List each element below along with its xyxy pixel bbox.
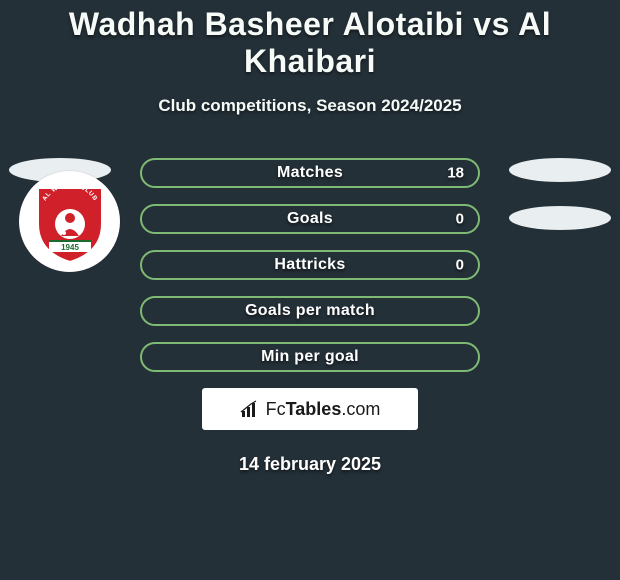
bar-chart-icon [240,399,260,419]
svg-text:1945: 1945 [61,243,79,252]
branding-box: FcTables.com [202,388,418,430]
stat-row-goals-per-match: Goals per match [140,296,480,326]
stat-label: Goals [287,210,333,228]
stat-row-goals: Goals 0 [140,204,480,234]
right-pill-0 [509,158,611,182]
stat-label: Hattricks [274,256,345,274]
stat-label: Matches [277,164,343,182]
stat-value: 0 [456,257,464,274]
branding-suffix: .com [341,399,380,419]
branding-main: Tables [286,399,342,419]
stat-row-matches: Matches 18 [140,158,480,188]
stat-row-hattricks: Hattricks 0 [140,250,480,280]
stat-row-min-per-goal: Min per goal [140,342,480,372]
club-badge-shield-icon: AL WEHDA CLUB 1945 [35,180,105,264]
subtitle: Club competitions, Season 2024/2025 [0,96,620,116]
page-title: Wadhah Basheer Alotaibi vs Al Khaibari [0,6,620,80]
date-text: 14 february 2025 [0,454,620,475]
club-badge-frame: AL WEHDA CLUB 1945 [19,171,120,272]
stat-value: 0 [456,211,464,228]
stat-label: Min per goal [261,348,359,366]
infographic-card: Wadhah Basheer Alotaibi vs Al Khaibari C… [0,0,620,580]
branding-prefix: Fc [266,399,286,419]
right-pill-1 [509,206,611,230]
branding-text: FcTables.com [266,399,381,420]
stat-label: Goals per match [245,302,375,320]
stat-value: 18 [447,165,464,182]
